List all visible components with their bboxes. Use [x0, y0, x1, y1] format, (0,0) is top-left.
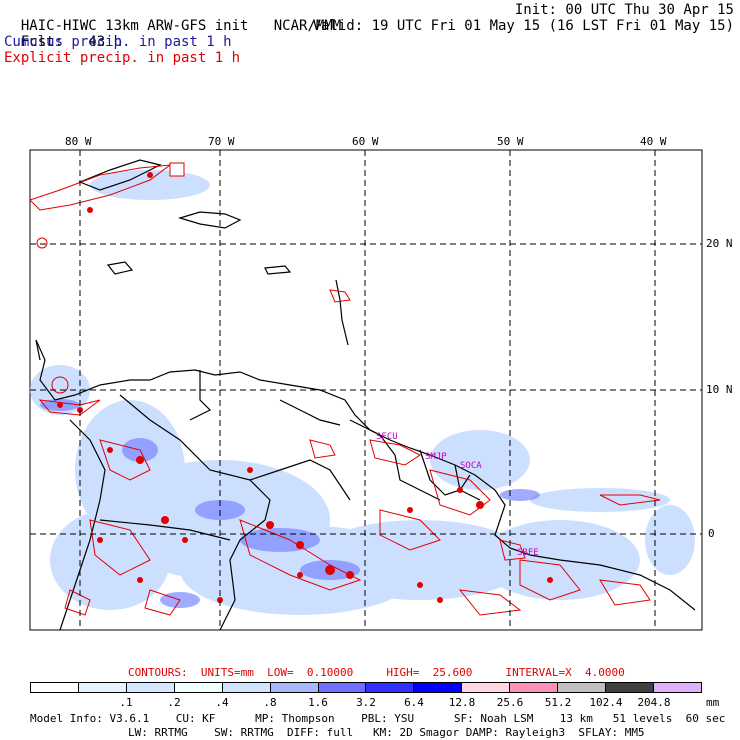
colorbar-tick-label: 51.2 — [544, 696, 572, 709]
colorbar-segment — [606, 683, 654, 692]
colorbar-segment — [174, 683, 223, 692]
model-info-line2: LW: RRTMG SW: RRTMG DIFF: full KM: 2D Sm… — [128, 726, 645, 739]
station-label-sbfe: SBFE — [517, 548, 539, 558]
colorbar-tick-label: .1 — [119, 696, 133, 709]
station-label-soca: SOCA — [460, 461, 482, 471]
lat-label-10n: 10 N — [706, 383, 733, 396]
box-marker — [169, 162, 185, 177]
lon-label-50w: 50 W — [497, 135, 524, 148]
contours-title: CONTOURS: — [128, 666, 188, 679]
coastlines — [35, 159, 696, 631]
colorbar-segment — [31, 683, 79, 692]
valid-time: Valid: 19 UTC Fri 01 May 15 (16 LST Fri … — [312, 18, 734, 34]
colorbar-segment — [78, 683, 127, 692]
colorbar-segment — [653, 683, 701, 692]
colorbar-tick-label: 102.4 — [589, 696, 623, 709]
lon-label-40w: 40 W — [640, 135, 667, 148]
lon-label-80w: 80 W — [65, 135, 92, 148]
model-name: HAIC-HIWC 13km ARW-GFS init — [20, 18, 249, 34]
colorbar-tick-label: .4 — [215, 696, 229, 709]
colorbar-tick-label: .2 — [167, 696, 181, 709]
contours-info: CONTOURS: UNITS=mm LOW= 0.10000 HIGH= 25… — [128, 666, 625, 679]
colorbar-tick-label: 12.8 — [448, 696, 476, 709]
contours-low: LOW= 0.10000 — [267, 666, 354, 679]
org-name: NCAR/MMM — [273, 18, 342, 34]
colorbar-segment — [318, 683, 367, 692]
contours-high: HIGH= 25.600 — [386, 666, 473, 679]
lon-label-60w: 60 W — [352, 135, 379, 148]
colorbar-segment — [414, 683, 463, 692]
colorbar-segment — [558, 683, 607, 692]
colorbar — [30, 682, 702, 693]
colorbar-tick-label: 25.6 — [496, 696, 524, 709]
colorbar-tick-label: 3.2 — [356, 696, 376, 709]
colorbar-tick-label: .8 — [263, 696, 277, 709]
model-info-line1: Model Info: V3.6.1 CU: KF MP: Thompson P… — [30, 712, 726, 725]
forecast-hour: Fcst: 43 h — [4, 18, 122, 50]
station-label-sfcu: SFCU — [376, 432, 398, 442]
frame-ticks — [79, 150, 656, 156]
lat-lon-grid — [30, 150, 702, 630]
cumulus-line: Cumulus precip. in past 1 h — [4, 34, 232, 50]
colorbar-segment — [270, 683, 319, 692]
explicit-line: Explicit precip. in past 1 h — [4, 50, 241, 66]
colorbar-segment — [126, 683, 175, 692]
contours-interval: INTERVAL=X 4.0000 — [505, 666, 625, 679]
fcst-label: Fcst: — [20, 34, 64, 50]
colorbar-segment — [462, 683, 511, 692]
colorbar-tick-label: 1.6 — [308, 696, 328, 709]
station-label-smjp: SMJP — [425, 452, 447, 462]
contours-units: UNITS=mm — [200, 666, 254, 679]
lat-label-20n: 20 N — [706, 237, 733, 250]
colorbar-unit: mm — [706, 696, 720, 709]
fcst-value: 43 h — [88, 34, 123, 50]
colorbar-segment — [222, 683, 271, 692]
lon-label-70w: 70 W — [208, 135, 235, 148]
colorbar-tick-label: 6.4 — [404, 696, 424, 709]
colorbar-segment — [366, 683, 415, 692]
lat-label-0: 0 — [708, 527, 715, 540]
colorbar-tick-label: 204.8 — [637, 696, 671, 709]
colorbar-segment — [510, 683, 559, 692]
model-title: HAIC-HIWC 13km ARW-GFS init NCAR/MMM — [4, 2, 341, 34]
init-time: Init: 00 UTC Thu 30 Apr 15 — [514, 2, 734, 18]
